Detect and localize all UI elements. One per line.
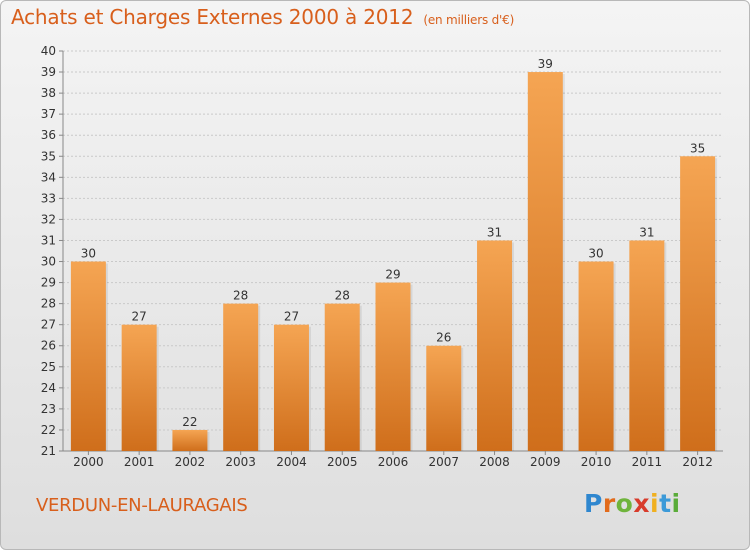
y-tick-label: 28 bbox=[41, 297, 56, 311]
bar-2004 bbox=[273, 324, 309, 451]
bar-2012 bbox=[680, 156, 716, 451]
y-tick-label: 25 bbox=[41, 360, 56, 374]
bar-2008 bbox=[477, 240, 513, 451]
y-tick-label: 37 bbox=[41, 107, 56, 121]
x-tick-label: 2005 bbox=[327, 455, 358, 469]
logo-letter: x bbox=[633, 489, 650, 518]
x-tick-label: 2006 bbox=[378, 455, 409, 469]
y-tick-label: 30 bbox=[41, 255, 56, 269]
x-tick-label: 2010 bbox=[581, 455, 612, 469]
bar-2011 bbox=[629, 240, 665, 451]
data-label: 31 bbox=[487, 225, 502, 239]
bar-2009 bbox=[527, 72, 563, 451]
x-tick-label: 2000 bbox=[73, 455, 104, 469]
x-tick-label: 2011 bbox=[632, 455, 663, 469]
x-tick-label: 2007 bbox=[428, 455, 459, 469]
data-label: 22 bbox=[182, 415, 197, 429]
data-label: 28 bbox=[233, 289, 248, 303]
x-tick-label: 2004 bbox=[276, 455, 307, 469]
bar-2010 bbox=[578, 261, 614, 451]
y-tick-label: 34 bbox=[41, 170, 56, 184]
y-tick-label: 26 bbox=[41, 339, 56, 353]
data-label: 35 bbox=[690, 141, 705, 155]
y-tick-label: 24 bbox=[41, 381, 56, 395]
data-label: 28 bbox=[335, 289, 350, 303]
y-tick-label: 23 bbox=[41, 402, 56, 416]
y-tick-label: 22 bbox=[41, 423, 56, 437]
commune-name: VERDUN-EN-LAURAGAIS bbox=[36, 495, 248, 516]
chart-subtitle: (en milliers d'€) bbox=[423, 13, 515, 27]
y-tick-label: 31 bbox=[41, 233, 56, 247]
logo-letter: i bbox=[650, 489, 660, 518]
y-tick-label: 33 bbox=[41, 191, 56, 205]
data-labels: 30 27 22 28 27 28 29 26 31 39 30 31 35 bbox=[81, 57, 706, 429]
y-tick-label: 40 bbox=[41, 44, 56, 58]
bar-2005 bbox=[324, 303, 360, 451]
chart-title: Achats et Charges Externes 2000 à 2012 (e… bbox=[11, 5, 514, 29]
y-tick-label: 36 bbox=[41, 128, 56, 142]
bar-2000 bbox=[70, 261, 106, 451]
x-tick-label: 2008 bbox=[479, 455, 510, 469]
data-label: 30 bbox=[588, 247, 603, 261]
data-label: 26 bbox=[436, 331, 451, 345]
x-tick-label: 2012 bbox=[682, 455, 713, 469]
data-label: 30 bbox=[81, 247, 96, 261]
y-tick-labels: 21 22 23 24 25 26 27 28 29 30 31 32 33 34 35 36 37 38 39 40 bbox=[41, 44, 56, 458]
bar-2002 bbox=[172, 429, 208, 451]
y-tick-label: 29 bbox=[41, 276, 56, 290]
bar-2006 bbox=[375, 282, 411, 451]
bars bbox=[70, 72, 718, 451]
data-label: 27 bbox=[132, 310, 147, 324]
x-tick-labels: 2000 2001 2002 2003 2004 2005 2006 2007 2008 2009… bbox=[73, 455, 713, 469]
logo-letter: o bbox=[615, 489, 634, 518]
y-tick-label: 39 bbox=[41, 65, 56, 79]
bar-2003 bbox=[223, 303, 259, 451]
proxiti-logo: Proxiti bbox=[584, 489, 681, 518]
logo-letter: P bbox=[584, 489, 603, 518]
y-tick-label: 21 bbox=[41, 444, 56, 458]
data-label: 27 bbox=[284, 310, 299, 324]
data-label: 29 bbox=[385, 268, 400, 282]
logo-letter: r bbox=[602, 489, 616, 518]
bar-2007 bbox=[426, 345, 462, 451]
y-tick-label: 35 bbox=[41, 149, 56, 163]
data-label: 31 bbox=[639, 225, 654, 239]
y-tick-label: 27 bbox=[41, 318, 56, 332]
y-tick-label: 38 bbox=[41, 86, 56, 100]
y-tick-label: 32 bbox=[41, 212, 56, 226]
title-text: Achats et Charges Externes 2000 à 2012 bbox=[11, 5, 414, 29]
x-tick-label: 2001 bbox=[124, 455, 155, 469]
bar-2001 bbox=[121, 324, 157, 451]
x-tick-label: 2002 bbox=[175, 455, 206, 469]
logo-letter: i bbox=[671, 489, 681, 518]
logo-letter: t bbox=[659, 489, 672, 518]
x-tick-label: 2003 bbox=[225, 455, 256, 469]
data-label: 39 bbox=[538, 57, 553, 71]
x-tick-label: 2009 bbox=[530, 455, 561, 469]
